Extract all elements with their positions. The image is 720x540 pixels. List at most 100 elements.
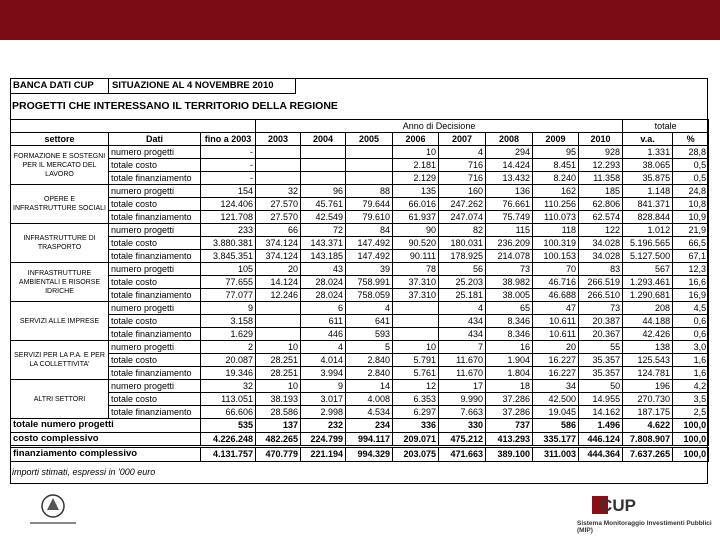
cell: 83 bbox=[578, 262, 624, 276]
data-row: totale finanziamento 66.606 28.586 2.998 4.5… bbox=[11, 405, 710, 419]
sector-name: SERVIZI ALLE IMPRESE bbox=[10, 301, 109, 341]
cell: 16,9 bbox=[672, 288, 710, 302]
column-header: 2007 bbox=[438, 132, 487, 146]
cell: 0,5 bbox=[672, 158, 710, 172]
cell: 4.014 bbox=[300, 353, 347, 367]
data-row: totale finanziamento 19.346 28.251 3.994 2.8… bbox=[11, 366, 710, 380]
data-row: totale finanziamento 1.629 446 593 434 8.346 1… bbox=[11, 327, 710, 341]
cell: 115 bbox=[485, 223, 534, 237]
cell: 42.500 bbox=[532, 392, 580, 406]
data-row: SERVIZI ALLE IMPRESE numero progetti 9 6 4 4 6… bbox=[10, 301, 710, 341]
total-cell: 482.265 bbox=[255, 431, 302, 447]
cell: 446 bbox=[300, 327, 347, 341]
cell: 20 bbox=[532, 340, 580, 354]
group-header-row: Anno di Decisione totale bbox=[9, 119, 710, 133]
cell bbox=[392, 301, 440, 315]
cell: 266.519 bbox=[578, 275, 624, 289]
cell: 37.310 bbox=[392, 288, 440, 302]
cell: 73 bbox=[578, 301, 624, 315]
cell: 35.357 bbox=[578, 353, 624, 367]
cell: 1,6 bbox=[672, 366, 710, 380]
cell: 61.937 bbox=[392, 210, 440, 224]
cell: 138 bbox=[622, 340, 674, 354]
cell: 641 bbox=[345, 314, 394, 328]
row-label: totale finanziamento bbox=[108, 249, 201, 263]
cell: 46.716 bbox=[532, 275, 580, 289]
cell: 14.424 bbox=[485, 158, 534, 172]
cell: 73 bbox=[485, 262, 534, 276]
cell: - bbox=[199, 158, 257, 172]
cell: 20.387 bbox=[578, 314, 624, 328]
cell: 135 bbox=[392, 184, 440, 198]
cell: 25.181 bbox=[438, 288, 487, 302]
cell: 14 bbox=[345, 379, 394, 393]
cell: 758.991 bbox=[345, 275, 394, 289]
cell: 178.925 bbox=[438, 249, 487, 263]
cell: 62.574 bbox=[578, 210, 624, 224]
total-cell: 1.496 bbox=[578, 418, 624, 433]
data-row: totale costo 124.406 27.570 45.761 79.644 66.… bbox=[11, 197, 710, 211]
cell: 28.024 bbox=[300, 288, 347, 302]
cell: 70 bbox=[532, 262, 580, 276]
cell: 14.955 bbox=[578, 392, 624, 406]
cell bbox=[300, 171, 347, 185]
data-row: INFRASTRUTTURE AMBIENTALI E RISORSE IDRI… bbox=[10, 262, 710, 302]
cell: 1.148 bbox=[622, 184, 674, 198]
cell: 180.031 bbox=[438, 236, 487, 250]
emblem bbox=[30, 494, 76, 524]
cell bbox=[255, 301, 302, 315]
cell: 65 bbox=[485, 301, 534, 315]
total-cell: 100,0 bbox=[672, 445, 710, 462]
date: SITUAZIONE AL 4 NOVEMBRE 2010 bbox=[109, 78, 296, 94]
row-label: numero progetti bbox=[108, 301, 201, 315]
cell: 1.012 bbox=[622, 223, 674, 237]
sector-name: ALTRI SETTORI bbox=[10, 379, 109, 419]
cell: 0,5 bbox=[672, 171, 710, 185]
total-cell: 475.212 bbox=[438, 431, 487, 447]
data-row: totale costo - 2.181 716 14.424 8.451 12.293 38… bbox=[11, 158, 710, 172]
cell: 90.520 bbox=[392, 236, 440, 250]
cell: 1.804 bbox=[485, 366, 534, 380]
total-label: totale numero progetti bbox=[10, 418, 201, 433]
total-cell: 232 bbox=[300, 418, 347, 433]
cell: 12 bbox=[392, 379, 440, 393]
row-label: totale costo bbox=[108, 158, 201, 172]
cell: 3.845.351 bbox=[199, 249, 257, 263]
cell: - bbox=[199, 145, 257, 159]
cell: 5.791 bbox=[392, 353, 440, 367]
data-row: FORMAZIONE E SOSTEGNI PER IL MERCATO DEL… bbox=[10, 145, 710, 185]
column-header: % bbox=[672, 132, 710, 146]
cell bbox=[300, 145, 347, 159]
cell: 124.406 bbox=[199, 197, 257, 211]
cell: 14.162 bbox=[578, 405, 624, 419]
cell: 28,8 bbox=[672, 145, 710, 159]
total-cell: 737 bbox=[485, 418, 534, 433]
cell: 76.661 bbox=[485, 197, 534, 211]
cell: 28.024 bbox=[300, 275, 347, 289]
cell: 4,5 bbox=[672, 301, 710, 315]
total-cell: 224.799 bbox=[300, 431, 347, 447]
cell: 196 bbox=[622, 379, 674, 393]
cell: 208 bbox=[622, 301, 674, 315]
cell: 294 bbox=[485, 145, 534, 159]
cell: 4.008 bbox=[345, 392, 394, 406]
cell: 34.028 bbox=[578, 236, 624, 250]
cell: 214.078 bbox=[485, 249, 534, 263]
cell: 3,0 bbox=[672, 340, 710, 354]
total-cell: 586 bbox=[532, 418, 580, 433]
cell: 6.297 bbox=[392, 405, 440, 419]
column-header: 2005 bbox=[345, 132, 394, 146]
cell: 162 bbox=[532, 184, 580, 198]
data-row: totale finanziamento 121.708 27.570 42.549 7… bbox=[11, 210, 710, 224]
row-label: totale finanziamento bbox=[108, 366, 201, 380]
cell bbox=[255, 158, 302, 172]
sector-name: INFRASTRUTTURE AMBIENTALI E RISORSE IDRI… bbox=[10, 262, 109, 302]
total-cell: 994.329 bbox=[345, 445, 394, 462]
cell: 19.346 bbox=[199, 366, 257, 380]
cell: 5.196.565 bbox=[622, 236, 674, 250]
cell: 12.293 bbox=[578, 158, 624, 172]
source: BANCA DATI CUP bbox=[10, 78, 109, 94]
total-cell: 444.364 bbox=[578, 445, 624, 462]
cell: 3,5 bbox=[672, 392, 710, 406]
cell: 4 bbox=[300, 340, 347, 354]
